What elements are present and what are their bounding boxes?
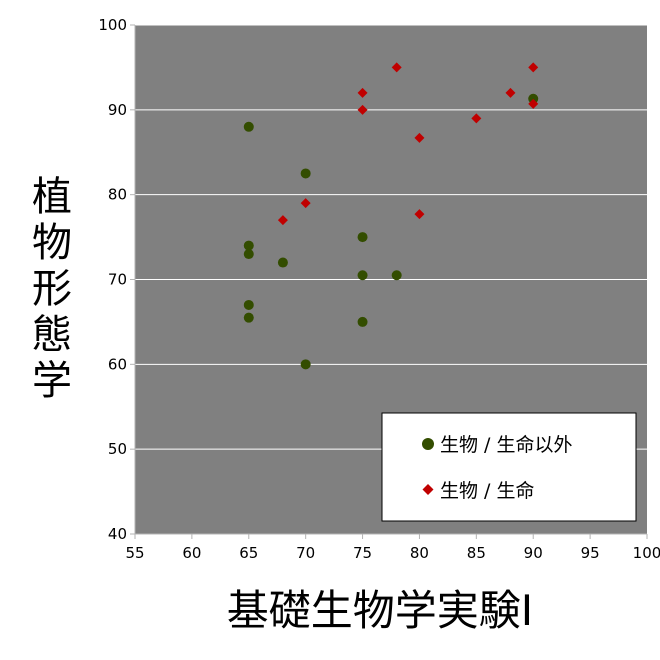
- data-point-series-1: [300, 359, 311, 370]
- y-tick-label: 60: [108, 355, 127, 373]
- y-tick-label: 90: [108, 101, 127, 119]
- x-tick-labels: 55 60 65 70 75 80 85 90 95 100: [125, 544, 660, 562]
- data-point-series-1: [277, 257, 288, 268]
- data-point-series-1: [243, 249, 254, 260]
- legend-marker-series-2: [422, 484, 434, 495]
- axes: [130, 24, 648, 539]
- x-tick-label: 85: [467, 544, 486, 562]
- legend-box: [381, 412, 637, 522]
- y-tick-label: 80: [108, 186, 127, 204]
- y-axis-title-char: 形: [32, 266, 72, 312]
- y-axis-title-char: 学: [32, 358, 72, 404]
- legend-marker-series-1: [422, 438, 434, 450]
- data-point-series-1: [528, 93, 539, 104]
- data-point-series-2: [414, 209, 425, 220]
- y-axis-title-char: 植: [32, 174, 72, 220]
- x-tick-label: 65: [239, 544, 258, 562]
- x-axis-title: 基礎生物学実験I: [227, 586, 533, 635]
- data-point-series-2: [357, 87, 368, 98]
- data-point-series-2: [300, 198, 311, 209]
- x-tick-label: 100: [633, 544, 660, 562]
- data-point-series-1: [300, 168, 311, 179]
- y-axis-title-char: 物: [32, 220, 72, 266]
- y-tick-label: 100: [98, 16, 127, 34]
- data-point-series-2: [528, 62, 539, 73]
- data-point-series-1: [357, 316, 368, 327]
- data-point-series-1: [357, 270, 368, 281]
- data-point-series-2: [391, 62, 402, 73]
- y-tick-label: 40: [108, 525, 127, 543]
- legend-label-series-1: 生物 / 生命以外: [440, 434, 572, 456]
- data-point-series-1: [357, 232, 368, 243]
- x-tick-label: 55: [125, 544, 144, 562]
- gridlines: [135, 24, 647, 450]
- x-tick-label: 90: [524, 544, 543, 562]
- y-axis-title-char: 態: [32, 312, 72, 358]
- data-point-series-1: [243, 312, 254, 323]
- data-point-series-2: [414, 132, 425, 143]
- y-tick-label: 50: [108, 440, 127, 458]
- x-tick-label: 75: [353, 544, 372, 562]
- data-point-series-2: [528, 98, 539, 109]
- y-tick-label: 70: [108, 271, 127, 289]
- data-point-series-1: [391, 270, 402, 281]
- y-tick-labels: 40 50 60 70 80 90 100: [98, 16, 127, 543]
- x-tick-label: 70: [296, 544, 315, 562]
- data-point-series-2: [471, 113, 482, 124]
- data-points: [243, 62, 539, 370]
- data-point-series-2: [277, 215, 288, 226]
- data-point-series-2: [505, 87, 516, 98]
- data-point-series-1: [243, 299, 254, 310]
- x-tick-label: 60: [182, 544, 201, 562]
- data-point-series-2: [357, 104, 368, 115]
- legend: 生物 / 生命以外 生物 / 生命: [381, 412, 637, 522]
- data-point-series-1: [243, 121, 254, 132]
- x-tick-label: 80: [410, 544, 429, 562]
- data-point-series-1: [243, 240, 254, 251]
- legend-label-series-2: 生物 / 生命: [440, 480, 534, 502]
- x-tick-label: 95: [581, 544, 600, 562]
